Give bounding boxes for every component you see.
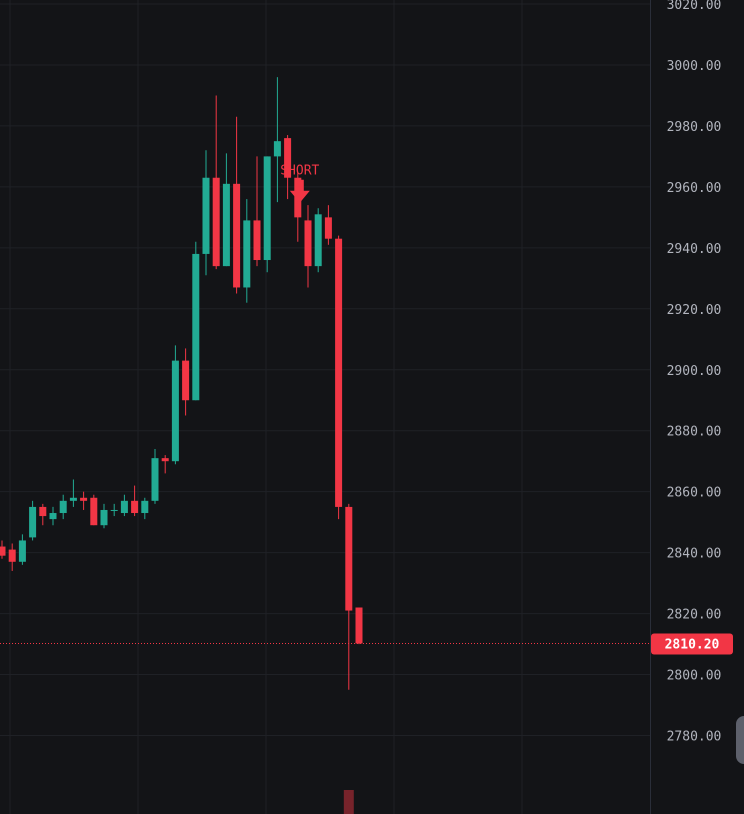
- candle: [263, 156, 271, 273]
- candle: [222, 153, 230, 267]
- candle: [202, 150, 210, 276]
- candle-body: [59, 500, 67, 514]
- candle: [324, 205, 332, 245]
- grid: [0, 0, 650, 814]
- candle-body: [284, 138, 292, 178]
- candle: [182, 348, 190, 416]
- candle: [8, 543, 16, 571]
- candle-body: [110, 509, 118, 511]
- y-tick-label: 2920.00: [667, 303, 722, 318]
- candle-body: [355, 607, 363, 644]
- candle: [253, 156, 261, 267]
- volume-bars: [343, 790, 354, 814]
- y-tick-label: 3000.00: [667, 59, 722, 74]
- candle-body: [120, 500, 128, 514]
- candle: [314, 208, 322, 273]
- candle: [29, 500, 37, 541]
- candle-body: [80, 497, 88, 501]
- candle: [131, 485, 139, 517]
- candle: [39, 503, 47, 526]
- candle: [284, 135, 292, 200]
- candle-body: [49, 513, 57, 520]
- candle-body: [90, 497, 98, 526]
- candle: [120, 494, 128, 517]
- candle: [304, 205, 312, 288]
- price-axis[interactable]: 3020.00 3000.00 2980.00 2960.00 2940.00 2920.…: [650, 0, 722, 814]
- candle-body: [141, 500, 149, 514]
- short-signal-arrow-icon: [289, 179, 310, 203]
- candle-body: [324, 217, 332, 239]
- candle-body: [263, 156, 271, 261]
- short-signal-label: SHORT: [280, 164, 319, 179]
- candle: [243, 199, 251, 303]
- y-tick-label: 3020.00: [667, 0, 722, 13]
- last-price-tag-background: [651, 633, 733, 655]
- candle-body: [151, 458, 159, 501]
- candle: [171, 345, 179, 465]
- candle-body: [253, 220, 261, 261]
- candle: [212, 95, 220, 270]
- candle: [161, 455, 169, 474]
- candle: [345, 503, 353, 690]
- y-tick-label: 2940.00: [667, 242, 722, 257]
- last-price-tag: 2810.20: [651, 633, 733, 655]
- candle-body: [182, 360, 190, 401]
- candle-body: [131, 500, 139, 514]
- candle-body: [8, 549, 16, 562]
- candle-body: [0, 546, 6, 556]
- candle-body: [171, 360, 179, 462]
- last-price-tag-label: 2810.20: [665, 637, 720, 652]
- y-tick-label: 2880.00: [667, 425, 722, 440]
- annotations: SHORT: [280, 164, 320, 203]
- y-tick-label: 2860.00: [667, 486, 722, 501]
- candle-body: [273, 141, 281, 157]
- candles: [0, 77, 363, 690]
- candle-body: [345, 506, 353, 611]
- y-tick-label: 2900.00: [667, 364, 722, 379]
- candle: [335, 235, 343, 520]
- candle-body: [202, 177, 210, 254]
- candle-body: [335, 238, 343, 507]
- candle: [80, 491, 88, 510]
- candle: [69, 479, 77, 507]
- candle-body: [212, 177, 220, 267]
- volume-bar: [343, 790, 354, 814]
- candle: [18, 534, 26, 565]
- candle-body: [233, 183, 241, 288]
- candle-body: [243, 220, 251, 288]
- candle-body: [314, 214, 322, 267]
- candle-body: [39, 506, 47, 517]
- candle: [141, 497, 149, 520]
- candle-body: [100, 509, 108, 526]
- candle: [100, 503, 108, 529]
- candle: [59, 494, 67, 520]
- candle-body: [69, 497, 77, 501]
- candle: [233, 116, 241, 294]
- candle: [49, 506, 57, 526]
- side-panel-handle[interactable]: [736, 716, 744, 764]
- candle: [0, 540, 6, 559]
- candle: [151, 449, 159, 504]
- candle: [192, 241, 200, 401]
- y-tick-label: 2980.00: [667, 120, 722, 135]
- candle-body: [29, 506, 37, 538]
- candle: [273, 77, 281, 203]
- candle: [355, 607, 363, 645]
- y-tick-label: 2960.00: [667, 181, 722, 196]
- candle-body: [192, 253, 200, 401]
- candle-body: [222, 183, 230, 267]
- candle-body: [304, 220, 312, 267]
- candle-body: [161, 458, 169, 462]
- candle-body: [18, 540, 26, 562]
- y-tick-label: 2820.00: [667, 608, 722, 623]
- candle: [110, 503, 118, 517]
- candle: [90, 494, 98, 526]
- y-tick-label: 2840.00: [667, 547, 722, 562]
- y-tick-label: 2800.00: [667, 669, 722, 684]
- y-tick-label: 2780.00: [667, 730, 722, 745]
